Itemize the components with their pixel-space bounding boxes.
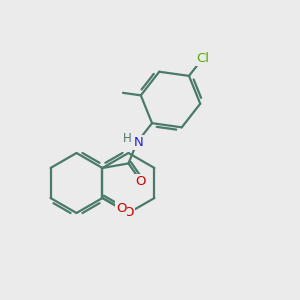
Text: O: O <box>123 206 134 220</box>
Text: N: N <box>134 136 143 149</box>
Text: O: O <box>136 175 146 188</box>
Text: H: H <box>123 132 132 145</box>
Text: Cl: Cl <box>196 52 209 65</box>
Text: O: O <box>116 202 126 215</box>
